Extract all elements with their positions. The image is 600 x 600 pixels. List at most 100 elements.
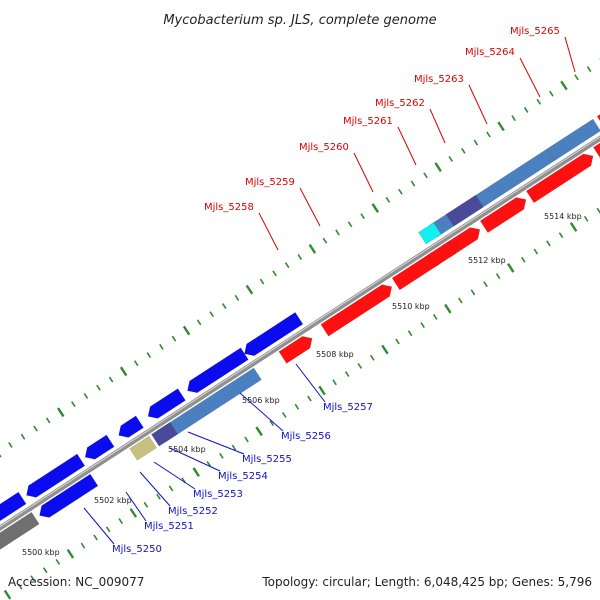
forward-gene-label: Mjls_5264 xyxy=(465,47,515,58)
inner-tick xyxy=(569,222,578,232)
outer-tick xyxy=(486,131,491,138)
inner-tick xyxy=(318,385,326,396)
inner-tick xyxy=(42,567,48,574)
outer-tick xyxy=(71,401,76,408)
reverse-gene-label: Mjls_5252 xyxy=(168,506,218,517)
inner-tick xyxy=(219,452,224,459)
coordinate-label: 5508 kbp xyxy=(316,350,354,359)
inner-tick xyxy=(432,313,438,320)
outer-tick xyxy=(221,303,227,309)
gene-cyan xyxy=(418,222,442,245)
reverse-gene-label: Mjls_5253 xyxy=(193,489,243,500)
outer-tick xyxy=(511,115,516,122)
backbone-line xyxy=(0,135,600,531)
gene-red xyxy=(427,241,458,267)
gene-features xyxy=(0,114,600,550)
outer-tick xyxy=(308,243,317,254)
outer-tick xyxy=(434,162,442,172)
inner-tick xyxy=(495,273,501,279)
inner-tick xyxy=(93,534,98,541)
outer-tick xyxy=(335,229,340,236)
label-leader-lines xyxy=(83,36,576,545)
coordinate-label: 5504 kbp xyxy=(168,445,206,454)
map-title: Mycobacterium sp. JLS, complete genome xyxy=(163,13,436,28)
forward-leader-line xyxy=(468,84,488,125)
inner-tick xyxy=(332,379,337,386)
outer-tick xyxy=(96,384,101,391)
coordinate-label: 5514 kbp xyxy=(544,212,582,221)
outer-tick xyxy=(245,284,254,295)
reverse-leader-line xyxy=(139,471,171,507)
gene-steel xyxy=(198,367,262,416)
outer-tick xyxy=(448,156,454,162)
outer-tick xyxy=(209,311,215,318)
outer-tick xyxy=(45,417,51,424)
reverse-leader-line xyxy=(153,461,196,490)
outer-tick xyxy=(322,237,328,244)
reverse-gene-label: Mjls_5250 xyxy=(112,544,162,555)
outer-tick xyxy=(108,376,114,383)
inner-tick xyxy=(192,467,200,477)
inner-tick xyxy=(231,444,237,451)
forward-gene-label: Mjls_5259 xyxy=(245,177,295,188)
inner-tick xyxy=(143,501,149,508)
outer-tick xyxy=(272,270,277,277)
gene-red xyxy=(278,336,313,364)
reverse-leader-line xyxy=(187,431,245,455)
outer-tick xyxy=(410,180,416,187)
outer-tick xyxy=(536,98,542,105)
reverse-leader-line xyxy=(169,447,221,472)
reverse-gene-label: Mjls_5256 xyxy=(281,431,331,442)
outer-tick xyxy=(182,325,191,336)
forward-gene-label: Mjls_5265 xyxy=(510,26,560,37)
forward-leader-line xyxy=(353,152,374,193)
outer-tick xyxy=(57,407,65,418)
inner-tick xyxy=(206,460,212,467)
inner-tick xyxy=(558,232,564,239)
inner-tick xyxy=(395,338,400,345)
forward-leader-line xyxy=(397,126,417,166)
outer-tick xyxy=(196,319,202,326)
outer-tick xyxy=(83,392,89,399)
outer-tick xyxy=(523,107,529,113)
outer-tick xyxy=(574,74,579,81)
inner-tick xyxy=(381,344,389,355)
inner-tick xyxy=(344,371,350,378)
gene-blue xyxy=(84,434,115,460)
forward-gene-label: Mjls_5258 xyxy=(204,202,254,213)
inner-tick xyxy=(370,354,375,361)
gene-red xyxy=(525,153,594,204)
coordinate-label: 5506 kbp xyxy=(242,396,280,405)
outer-tick xyxy=(0,454,2,458)
outer-tick xyxy=(549,90,554,97)
inner-tick xyxy=(420,322,425,329)
outer-tick xyxy=(119,366,128,377)
inner-tick xyxy=(444,303,452,314)
reverse-gene-label: Mjls_5257 xyxy=(323,402,373,413)
forward-leader-line xyxy=(299,187,321,227)
outer-tick xyxy=(398,188,403,195)
inner-tick xyxy=(281,411,287,418)
inner-tick xyxy=(3,589,12,600)
gene-red xyxy=(320,284,393,337)
inner-tick xyxy=(294,403,300,410)
inner-tick xyxy=(66,548,75,559)
forward-leader-line xyxy=(564,36,576,73)
outer-tick xyxy=(586,66,592,73)
forward-leader-line xyxy=(258,212,279,251)
tick-marks xyxy=(0,58,600,600)
outer-tick xyxy=(146,352,152,359)
outer-tick xyxy=(423,172,428,179)
inner-tick xyxy=(255,426,263,437)
backbone-highlight xyxy=(0,136,600,528)
inner-tick xyxy=(17,583,23,590)
reverse-leader-line xyxy=(83,507,115,545)
gene-blue xyxy=(147,388,186,419)
genome-summary-text: Topology: circular; Length: 6,048,425 bp… xyxy=(261,575,592,589)
reverse-gene-label: Mjls_5255 xyxy=(242,454,292,465)
outer-tick xyxy=(171,335,177,342)
genome-backbone xyxy=(0,135,600,531)
inner-tick xyxy=(583,215,589,222)
